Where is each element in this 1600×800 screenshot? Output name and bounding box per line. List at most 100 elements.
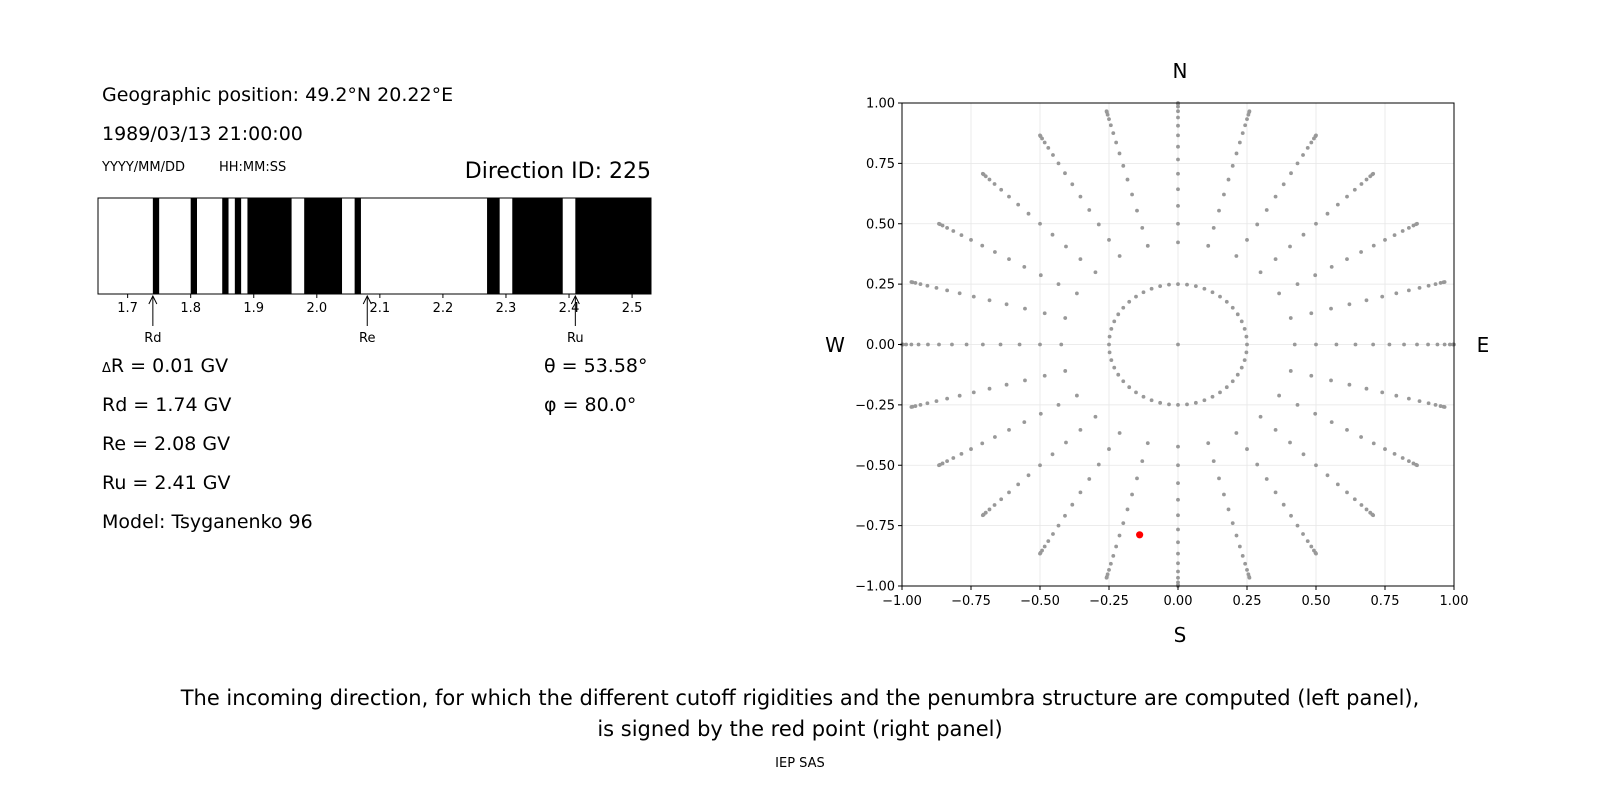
- direction-point: [993, 250, 997, 254]
- direction-point: [1134, 390, 1138, 395]
- direction-point: [1234, 431, 1239, 435]
- caption-line-2: is signed by the red point (right panel): [597, 717, 1003, 741]
- direction-point: [934, 399, 939, 404]
- direction-point: [1176, 580, 1180, 585]
- direction-point: [937, 342, 941, 347]
- direction-point: [1352, 497, 1357, 502]
- direction-point: [1038, 273, 1043, 278]
- direction-point: [971, 390, 976, 395]
- direction-point: [1096, 222, 1101, 227]
- direction-point: [1347, 302, 1352, 307]
- direction-point: [1140, 225, 1145, 230]
- direction-point: [1314, 551, 1318, 556]
- direction-point: [1218, 294, 1222, 299]
- penumbra-x-axis: 1.7 1.8 1.9 2.0 2.1 2.2 2.3 2.4 2.5: [117, 294, 642, 316]
- map-y-tick-label: −1.00: [855, 580, 895, 595]
- direction-point: [959, 451, 964, 456]
- direction-point: [1176, 240, 1180, 245]
- direction-point: [1305, 146, 1310, 150]
- penumbra-frame: [97, 197, 652, 295]
- direction-point: [1064, 440, 1068, 445]
- direction-point: [1176, 481, 1180, 486]
- direction-point: [1108, 561, 1113, 566]
- direction-point: [1309, 140, 1314, 145]
- direction-point: [1240, 131, 1245, 136]
- direction-point: [1239, 365, 1244, 370]
- direction-point: [1176, 133, 1180, 138]
- direction-point: [1364, 507, 1369, 512]
- direction-point: [1078, 427, 1083, 432]
- direction-point: [1096, 462, 1101, 467]
- direction-point: [1107, 117, 1111, 122]
- direction-point: [1176, 109, 1180, 114]
- direction-point: [1217, 208, 1221, 213]
- direction-point: [1140, 459, 1145, 464]
- direction-point: [1176, 569, 1180, 574]
- map-x-tick-label: −0.75: [951, 594, 991, 609]
- phi-value: φ = 80.0°: [544, 394, 637, 416]
- direction-point: [1023, 378, 1027, 383]
- direction-point: [1070, 182, 1075, 187]
- direction-point: [1447, 342, 1452, 347]
- direction-point: [1116, 312, 1121, 317]
- direction-point: [1426, 401, 1431, 406]
- caption-line-1: The incoming direction, for which the di…: [180, 686, 1420, 710]
- marker-label-ru: Ru: [567, 331, 584, 346]
- direction-point: [1042, 140, 1047, 145]
- south-label: S: [1174, 623, 1187, 647]
- direction-point: [1145, 441, 1150, 446]
- geographic-position: Geographic position: 49.2°N 20.22°E: [102, 84, 454, 106]
- direction-point: [1345, 427, 1349, 432]
- penumbra-x-tick-label: 2.1: [370, 301, 391, 316]
- direction-point: [1134, 294, 1138, 299]
- marker-arrow-head: [570, 294, 580, 305]
- direction-point: [957, 291, 962, 296]
- direction-point: [1107, 567, 1111, 572]
- direction-point: [916, 342, 921, 347]
- direction-point: [1273, 194, 1278, 199]
- penumbra-x-tick-label: 2.3: [496, 301, 517, 316]
- penumbra-band-forbidden: [247, 198, 292, 294]
- time-format-label: HH:MM:SS: [219, 160, 287, 175]
- direction-point: [1234, 151, 1239, 156]
- direction-point: [1359, 503, 1364, 507]
- marker-arrow-head: [148, 294, 158, 305]
- direction-point: [1193, 284, 1198, 289]
- direction-point: [1093, 270, 1098, 275]
- direction-point: [1295, 523, 1300, 528]
- map-axes: −1.00 −0.75 −0.50 −0.25 0.00 0.25 0.50 0.75 1.00…: [855, 97, 1468, 610]
- direction-point: [1022, 264, 1027, 269]
- direction-point: [1235, 372, 1240, 377]
- direction-point: [1121, 163, 1126, 168]
- direction-point: [1329, 420, 1334, 425]
- direction-point: [909, 280, 914, 284]
- map-direction-points: [900, 101, 1456, 588]
- map-y-tick-label: 0.00: [866, 338, 895, 353]
- direction-point: [980, 171, 985, 176]
- direction-point: [945, 225, 950, 230]
- direction-point: [1202, 398, 1207, 403]
- direction-point: [1301, 532, 1305, 536]
- direction-point: [1127, 385, 1132, 390]
- east-label: E: [1477, 333, 1490, 357]
- direction-point: [1042, 311, 1047, 316]
- direction-point: [1056, 161, 1061, 166]
- direction-point: [980, 441, 985, 446]
- direction-point: [1056, 523, 1061, 528]
- rd-value: Rd = 1.74 GV: [102, 394, 232, 416]
- direction-point: [1226, 177, 1231, 182]
- direction-point: [987, 507, 992, 512]
- direction-point: [969, 238, 973, 242]
- direction-point: [1038, 221, 1042, 226]
- direction-point: [1176, 527, 1180, 532]
- direction-point: [1104, 109, 1109, 114]
- direction-point: [1167, 282, 1171, 287]
- direction-point: [1121, 379, 1126, 384]
- direction-point: [1078, 257, 1083, 262]
- map-x-tick-label: 1.00: [1440, 594, 1469, 609]
- direction-point: [1435, 342, 1440, 347]
- direction-point: [1245, 567, 1249, 572]
- direction-point: [1117, 254, 1122, 258]
- direction-point: [1234, 254, 1239, 258]
- direction-point: [1026, 211, 1031, 216]
